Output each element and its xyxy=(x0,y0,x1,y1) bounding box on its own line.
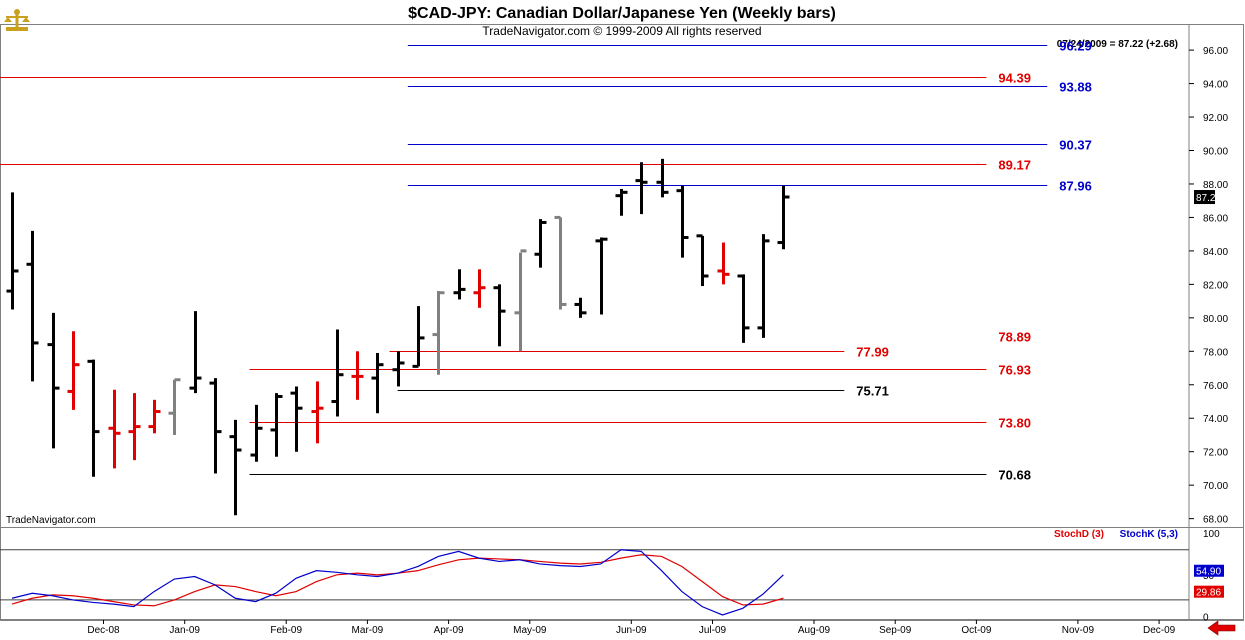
time-tick-label: Feb-09 xyxy=(270,625,302,636)
ohlc-bar xyxy=(635,162,648,215)
price-tick-label: 82.00 xyxy=(1203,280,1228,291)
ohlc-bar xyxy=(168,378,181,435)
price-tick-label: 72.00 xyxy=(1203,448,1228,459)
level-label: 96.29 xyxy=(1059,39,1092,54)
legend-stochk: StochK (5,3) xyxy=(1120,529,1178,540)
ohlc-bar xyxy=(717,242,730,285)
time-tick-label: May-09 xyxy=(513,625,547,636)
ohlc-bar xyxy=(554,215,567,310)
price-tick-label: 88.00 xyxy=(1203,180,1228,191)
time-tick-label: Dec-09 xyxy=(1143,625,1176,636)
ohlc-bar xyxy=(493,284,506,347)
price-tick-label: 96.00 xyxy=(1203,46,1228,57)
price-tick-label: 76.00 xyxy=(1203,381,1228,392)
ohlc-bar xyxy=(514,249,527,352)
ohlc-bar xyxy=(392,351,405,387)
stoch-tick-label: 100 xyxy=(1203,529,1220,540)
level-annotation: 78.89 xyxy=(998,329,1031,344)
ohlc-bar xyxy=(656,158,669,198)
last-price-label: 87.22 xyxy=(1196,193,1221,204)
ohlc-bar xyxy=(676,185,689,258)
time-tick-label: Jun-09 xyxy=(616,625,647,636)
price-tick-label: 80.00 xyxy=(1203,314,1228,325)
ohlc-bar xyxy=(453,269,466,300)
chart-title: $CAD-JPY: Canadian Dollar/Japanese Yen (… xyxy=(408,5,836,22)
level-label: 89.17 xyxy=(998,158,1031,173)
time-tick-label: Oct-09 xyxy=(961,625,991,636)
ohlc-bar xyxy=(574,297,587,318)
price-tick-label: 94.00 xyxy=(1203,80,1228,91)
price-tick-label: 90.00 xyxy=(1203,147,1228,158)
level-label: 93.88 xyxy=(1059,80,1092,95)
stoch-value-label: 54.90 xyxy=(1196,567,1221,578)
ohlc-bar xyxy=(534,219,547,268)
ohlc-bar xyxy=(371,352,384,414)
ohlc-bar xyxy=(777,185,790,250)
ohlc-bar xyxy=(6,192,19,310)
stoch-value-label: 29.86 xyxy=(1196,588,1221,599)
ohlc-bar xyxy=(87,359,100,477)
time-tick-label: Mar-09 xyxy=(352,625,384,636)
ohlc-bar xyxy=(189,311,202,394)
last-quote-text: 07/24/2009 = 87.22 (+2.68) xyxy=(1057,39,1178,50)
ohlc-bar xyxy=(290,386,303,452)
ohlc-bar xyxy=(351,351,364,400)
price-tick-label: 92.00 xyxy=(1203,113,1228,124)
time-tick-label: Aug-09 xyxy=(798,625,831,636)
ohlc-bar xyxy=(311,381,324,444)
ohlc-bar xyxy=(108,389,121,469)
level-label: 73.80 xyxy=(998,416,1031,431)
price-tick-label: 68.00 xyxy=(1203,515,1228,526)
price-tick-label: 78.00 xyxy=(1203,347,1228,358)
time-tick-label: Jan-09 xyxy=(169,625,200,636)
ohlc-bar xyxy=(229,419,242,516)
ohlc-bar xyxy=(47,312,60,449)
time-tick-label: Nov-09 xyxy=(1062,625,1095,636)
stoch-value-marker xyxy=(1194,585,1224,598)
price-tick-label: 84.00 xyxy=(1203,247,1228,258)
ohlc-bar xyxy=(757,234,770,338)
ohlc-bar xyxy=(615,188,628,216)
time-tick-label: Apr-09 xyxy=(434,625,464,636)
ohlc-bar xyxy=(595,237,608,315)
level-label: 77.99 xyxy=(856,345,889,360)
copyright-text: TradeNavigator.com © 1999-2009 All right… xyxy=(482,24,761,38)
time-tick-label: Sep-09 xyxy=(879,625,912,636)
level-label: 90.37 xyxy=(1059,138,1092,153)
ohlc-bar xyxy=(331,329,344,417)
stoch-value-marker xyxy=(1194,564,1224,577)
ohlc-bar xyxy=(412,306,425,368)
ohlc-bar xyxy=(128,393,141,461)
price-tick-label: 74.00 xyxy=(1203,414,1228,425)
ohlc-bar xyxy=(250,404,263,462)
legend-stochd: StochD (3) xyxy=(1054,529,1104,540)
ohlc-bar xyxy=(209,378,222,474)
last-price-marker xyxy=(1194,190,1215,205)
ohlc-bar xyxy=(737,274,750,343)
ohlc-bar xyxy=(67,331,80,410)
chart-frame xyxy=(0,24,1244,620)
level-label: 94.39 xyxy=(998,71,1031,86)
ohlc-bar xyxy=(473,269,486,308)
stochk-line xyxy=(11,549,784,616)
stoch-tick-label: 0 xyxy=(1203,613,1209,624)
level-label: 75.71 xyxy=(856,384,889,399)
red-left-arrow-icon[interactable] xyxy=(1207,620,1236,636)
ohlc-bar xyxy=(696,234,709,287)
price-tick-label: 86.00 xyxy=(1203,213,1228,224)
ohlc-bar xyxy=(26,230,39,382)
level-label: 76.93 xyxy=(998,363,1031,378)
ohlc-bar xyxy=(432,291,445,375)
ohlc-bar xyxy=(148,399,161,434)
ohlc-bar xyxy=(270,393,283,457)
time-tick-label: Jul-09 xyxy=(699,625,727,636)
level-label: 70.68 xyxy=(998,468,1031,483)
level-label: 87.96 xyxy=(1059,179,1092,194)
price-tick-label: 70.00 xyxy=(1203,481,1228,492)
watermark-text: TradeNavigator.com xyxy=(6,515,96,526)
time-tick-label: Dec-08 xyxy=(87,625,120,636)
gold-scale-logo-icon[interactable] xyxy=(4,9,30,31)
